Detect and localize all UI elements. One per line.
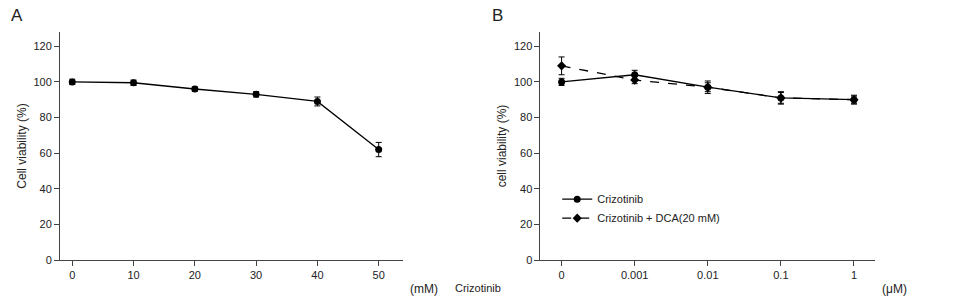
svg-text:40: 40 [40,183,52,195]
svg-text:B: B [492,6,503,25]
svg-text:120: 120 [514,40,532,52]
svg-text:0.1: 0.1 [773,269,788,281]
svg-text:40: 40 [311,269,323,281]
svg-text:0: 0 [69,269,75,281]
svg-text:20: 20 [520,218,532,230]
svg-text:0.001: 0.001 [621,269,649,281]
svg-text:100: 100 [33,76,51,88]
svg-text:A: A [11,6,23,25]
svg-text:(μM): (μM) [882,282,907,296]
svg-text:0.01: 0.01 [697,269,718,281]
svg-text:20: 20 [189,269,201,281]
svg-text:1: 1 [851,269,857,281]
svg-text:Crizotinib: Crizotinib [597,193,643,205]
svg-text:20: 20 [40,218,52,230]
svg-text:40: 40 [520,183,532,195]
svg-text:60: 60 [520,147,532,159]
svg-text:Crizotinib + DCA(20 mM): Crizotinib + DCA(20 mM) [597,212,720,224]
svg-text:30: 30 [250,269,262,281]
svg-text:0: 0 [526,254,532,266]
svg-text:0: 0 [559,269,565,281]
svg-text:Cell viability (%): Cell viability (%) [15,103,29,188]
svg-text:80: 80 [520,111,532,123]
svg-text:60: 60 [40,147,52,159]
svg-text:0: 0 [46,254,52,266]
svg-text:10: 10 [127,269,139,281]
svg-text:cell viability (%): cell viability (%) [495,105,509,188]
svg-text:120: 120 [33,40,51,52]
svg-text:50: 50 [373,269,385,281]
svg-text:(mM): (mM) [410,282,438,296]
svg-text:Crizotinib: Crizotinib [455,282,501,294]
svg-text:80: 80 [40,111,52,123]
svg-text:100: 100 [514,76,532,88]
